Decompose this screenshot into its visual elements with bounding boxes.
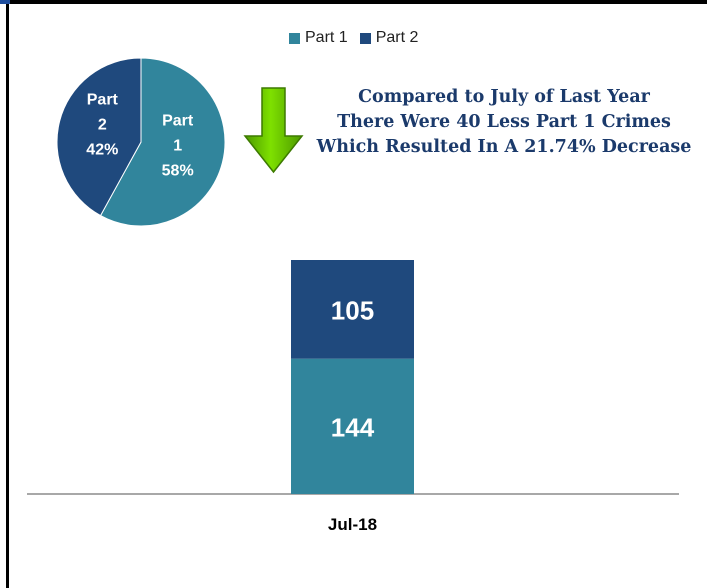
pie-slice-label: 2 xyxy=(98,117,107,134)
top-border-accent xyxy=(0,0,10,4)
bar-segment-part-2 xyxy=(291,260,414,359)
pie-slice-label: Part xyxy=(162,112,194,129)
headline-line: There Were 40 Less Part 1 Crimes xyxy=(337,112,671,132)
top-border xyxy=(0,0,707,4)
pie-slice-1 xyxy=(99,57,226,227)
stacked-bar-chart: 144 105 Jul-18 xyxy=(27,260,679,534)
legend-item-part-2: Part 2 xyxy=(359,29,419,47)
legend-label: Part 2 xyxy=(375,29,419,46)
legend-label: Part 1 xyxy=(305,29,348,46)
pie-slice-2 xyxy=(56,57,142,217)
bar-data-label: 105 xyxy=(331,295,374,325)
headline-line: Compared to July of Last Year xyxy=(358,87,650,107)
x-tick-label: Jul-18 xyxy=(328,515,377,534)
pie-slice-label: 1 xyxy=(173,137,182,154)
bar-segment-part-1 xyxy=(291,358,414,494)
headline-line: Which Resulted In A 21.74% Decrease xyxy=(316,137,692,157)
pie-slice-label: 58% xyxy=(162,162,194,179)
legend-swatch xyxy=(289,32,300,44)
headline-text: Compared to July of Last Year There Were… xyxy=(308,85,700,160)
pie-slice-label: Part xyxy=(87,92,119,109)
legend-item-part-1: Part 1 xyxy=(289,29,348,47)
bar-data-label: 144 xyxy=(331,412,375,442)
left-border xyxy=(6,4,9,588)
pie-chart: Part 1 58% Part 2 42% xyxy=(56,57,226,227)
legend-swatch xyxy=(359,32,371,44)
pie-slice-label: 42% xyxy=(86,142,118,159)
legend: Part 1 Part 2 xyxy=(289,29,418,47)
down-arrow-icon xyxy=(243,87,304,174)
